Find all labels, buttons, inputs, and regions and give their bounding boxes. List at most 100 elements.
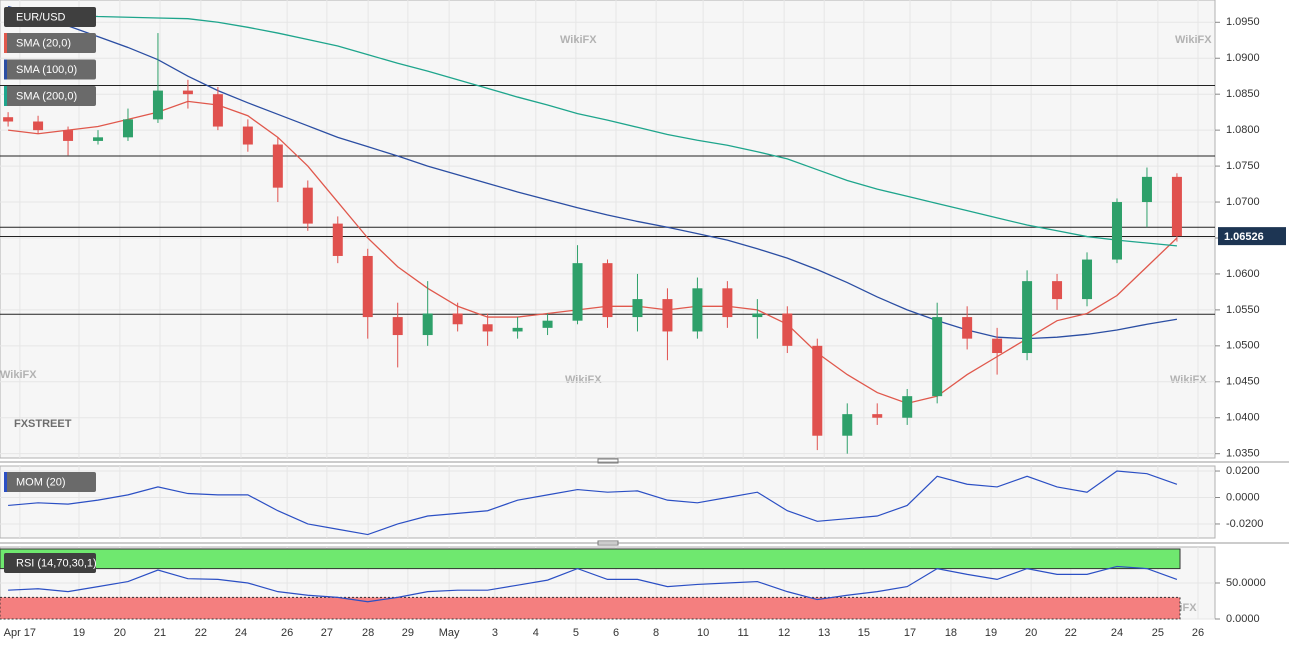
candle-body bbox=[782, 313, 793, 346]
indicator-line bbox=[8, 565, 1178, 603]
fxstreet-logo: FXSTREET bbox=[14, 418, 72, 430]
x-tick-label: 3 bbox=[492, 627, 498, 639]
x-tick-label: 11 bbox=[737, 627, 748, 639]
x-tick-label: May bbox=[439, 627, 460, 639]
candle-body bbox=[392, 317, 403, 336]
legend-swatch bbox=[4, 33, 7, 53]
resize-handle bbox=[597, 458, 619, 464]
y-tick-label: 1.0700 bbox=[1226, 196, 1260, 208]
candle-body bbox=[332, 223, 343, 256]
candle-body bbox=[512, 327, 523, 332]
x-tick-label: 22 bbox=[1065, 627, 1077, 639]
candle-body bbox=[662, 299, 673, 332]
candle-body bbox=[362, 255, 373, 318]
sma-line bbox=[8, 100, 1178, 405]
x-tick-label: 19 bbox=[985, 627, 997, 639]
candle-body bbox=[1111, 202, 1122, 260]
legend-swatch bbox=[4, 472, 7, 492]
y-tick-label: 0.0200 bbox=[1226, 465, 1260, 477]
candle-body bbox=[812, 345, 823, 436]
legend-label: SMA (100,0) bbox=[16, 64, 77, 76]
candle-body bbox=[962, 317, 973, 339]
candle-body bbox=[33, 121, 44, 131]
x-tick-label: 20 bbox=[1025, 627, 1037, 639]
x-tick-label: 21 bbox=[154, 627, 166, 639]
x-tick-label: 26 bbox=[281, 627, 293, 639]
x-tick-label: 19 bbox=[73, 627, 85, 639]
y-tick-label: 1.0950 bbox=[1226, 16, 1260, 28]
candle-body bbox=[422, 313, 433, 336]
candle-body bbox=[722, 288, 733, 318]
candle-body bbox=[992, 338, 1003, 354]
x-tick-label: 22 bbox=[195, 627, 207, 639]
x-tick-label: 5 bbox=[573, 627, 579, 639]
y-tick-label: 0.0000 bbox=[1226, 491, 1260, 503]
watermark: WikiFX bbox=[560, 34, 597, 46]
legend-box bbox=[4, 472, 96, 492]
x-tick-label: 8 bbox=[653, 627, 659, 639]
legend-label: MOM (20) bbox=[16, 476, 66, 488]
candle-body bbox=[212, 94, 223, 127]
candle-body bbox=[3, 117, 14, 122]
candle-body bbox=[1171, 176, 1182, 237]
x-tick-label: 12 bbox=[778, 627, 790, 639]
y-tick-label: 1.0900 bbox=[1226, 52, 1260, 64]
legend-box bbox=[4, 7, 96, 27]
candle-body bbox=[1052, 281, 1063, 300]
y-tick-label: 1.0750 bbox=[1226, 160, 1260, 172]
x-tick-label: 26 bbox=[1192, 627, 1204, 639]
candle-body bbox=[1022, 281, 1033, 354]
legend-label: SMA (20,0) bbox=[16, 37, 71, 49]
candle-body bbox=[152, 90, 163, 120]
x-tick-label: 29 bbox=[402, 627, 414, 639]
candle-body bbox=[63, 130, 74, 141]
y-tick-label: -0.0200 bbox=[1226, 518, 1263, 530]
x-tick-label: 10 bbox=[697, 627, 709, 639]
candle-body bbox=[842, 414, 853, 436]
legend-box bbox=[4, 553, 96, 573]
legend-box bbox=[4, 86, 96, 106]
candle-body bbox=[602, 263, 613, 318]
candle-body bbox=[632, 299, 643, 318]
x-tick-label: 13 bbox=[818, 627, 830, 639]
y-tick-label: 1.0350 bbox=[1226, 448, 1260, 460]
x-tick-label: 18 bbox=[945, 627, 957, 639]
x-tick-label: 20 bbox=[114, 627, 126, 639]
candle-body bbox=[482, 324, 493, 332]
candle-body bbox=[902, 396, 913, 418]
panel-background bbox=[0, 0, 1216, 459]
sma-line bbox=[8, 10, 1177, 247]
y-tick-label: 1.0450 bbox=[1226, 376, 1260, 388]
watermark: WikiFX bbox=[565, 374, 602, 386]
legend-swatch bbox=[4, 86, 7, 106]
candle-body bbox=[1082, 259, 1093, 300]
y-tick-label: 1.0800 bbox=[1226, 124, 1260, 136]
x-tick-label: 15 bbox=[858, 627, 870, 639]
indicator-line bbox=[8, 470, 1178, 536]
x-tick-label: 24 bbox=[235, 627, 247, 639]
overbought-zone bbox=[0, 548, 1181, 570]
resize-handle bbox=[597, 540, 619, 546]
x-tick-label: 27 bbox=[321, 627, 333, 639]
y-tick-label: 1.0550 bbox=[1226, 304, 1260, 316]
x-tick-label: 28 bbox=[362, 627, 374, 639]
legend-box bbox=[4, 59, 96, 80]
watermark: WikiFX bbox=[0, 369, 37, 381]
y-tick-label: 1.0850 bbox=[1226, 88, 1260, 100]
legend-swatch bbox=[4, 59, 7, 80]
candle-body bbox=[542, 320, 553, 328]
y-tick-label: 1.0500 bbox=[1226, 340, 1260, 352]
price-tag-label: 1.06526 bbox=[1224, 231, 1264, 243]
candle-body bbox=[452, 313, 463, 325]
candle-body bbox=[692, 288, 703, 332]
y-tick-label: 1.0600 bbox=[1226, 268, 1260, 280]
x-tick-label: 25 bbox=[1152, 627, 1164, 639]
legend-label: SMA (200,0) bbox=[16, 90, 77, 102]
x-tick-label: 24 bbox=[1111, 627, 1123, 639]
candle-body bbox=[242, 126, 253, 145]
candle-body bbox=[302, 187, 313, 224]
x-tick-label: 17 bbox=[904, 627, 916, 639]
watermark: WikiFX bbox=[1175, 34, 1212, 46]
